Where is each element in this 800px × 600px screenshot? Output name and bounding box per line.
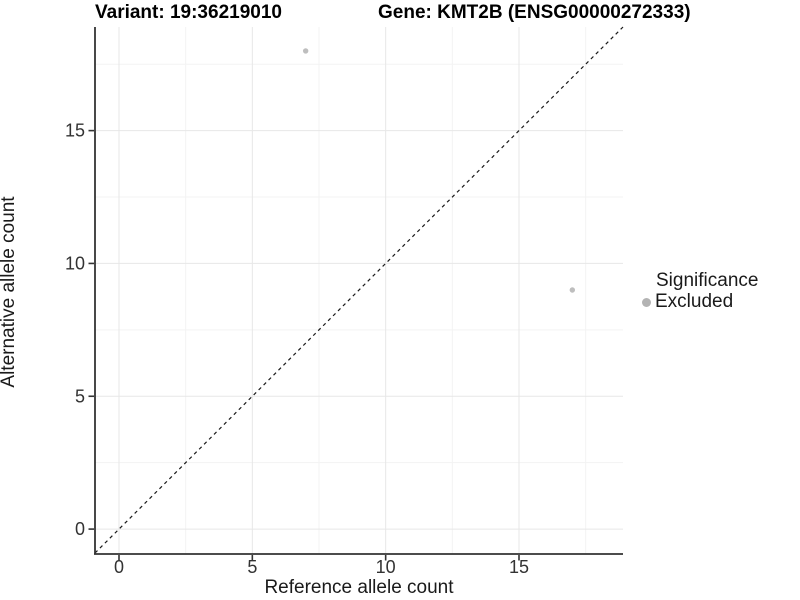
legend-point-icon [642, 297, 651, 307]
x-tick-label: 10 [376, 557, 396, 577]
x-tick-label: 5 [247, 557, 257, 577]
x-tick-label: 15 [509, 557, 529, 577]
plot-title-gene: Gene: KMT2B (ENSG00000272333) [378, 2, 691, 23]
legend-title: Significance [656, 270, 759, 291]
y-tick-label: 5 [75, 386, 85, 406]
x-axis-title: Reference allele count [264, 577, 454, 598]
x-tick-label: 0 [114, 557, 124, 577]
legend: Significance Excluded [640, 271, 758, 312]
y-tick-label: 10 [65, 253, 85, 273]
legend-item-label: Excluded [655, 291, 734, 312]
y-tick-label: 15 [65, 121, 85, 141]
legend-item-excluded: Excluded [640, 292, 758, 312]
plot-title-variant: Variant: 19:36219010 [95, 2, 282, 23]
data-point [302, 48, 309, 54]
y-tick-label: 0 [75, 519, 85, 539]
data-point [569, 287, 576, 293]
y-axis-title: Alternative allele count [0, 196, 19, 388]
identity-line [94, 26, 624, 554]
